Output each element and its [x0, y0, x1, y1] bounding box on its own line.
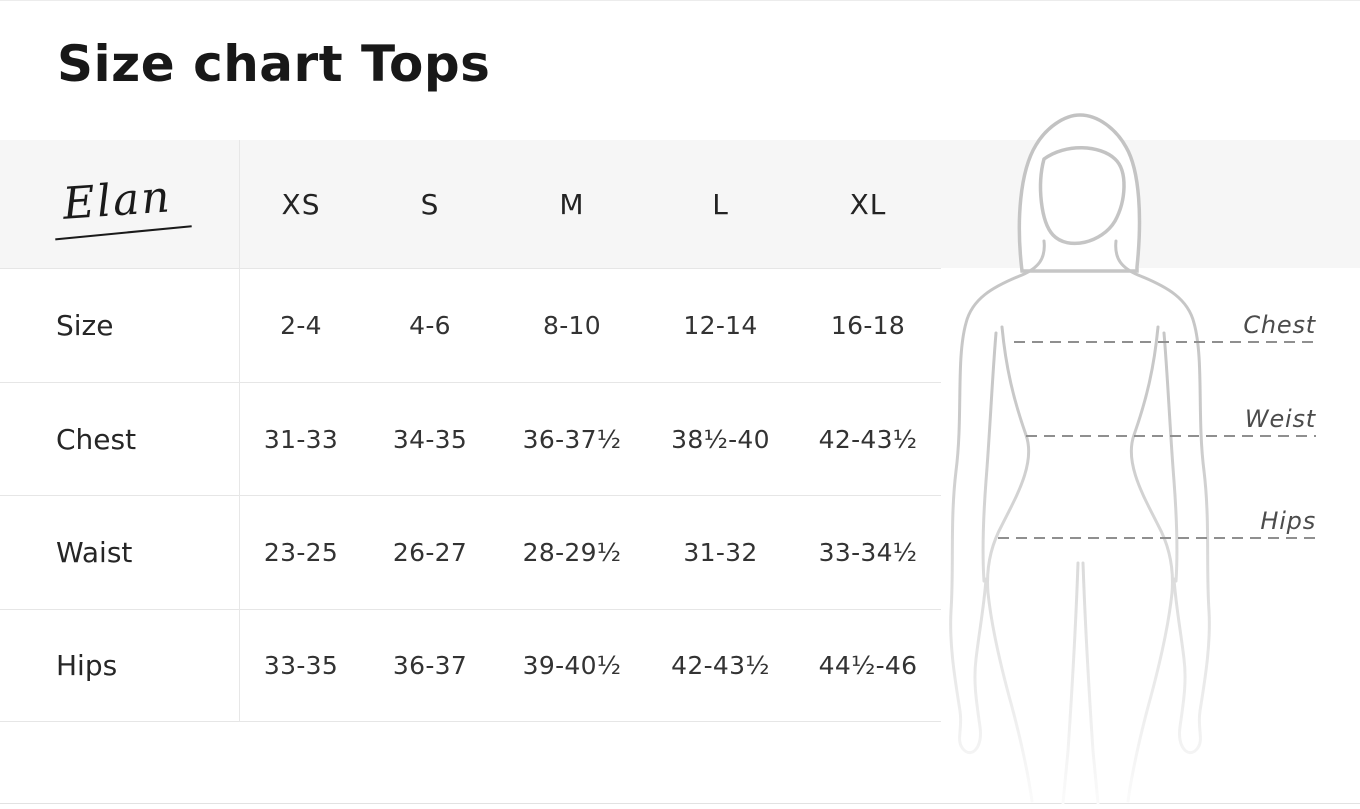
row-label-hips: Hips — [0, 609, 240, 722]
brand-logo-cell: Elan — [0, 140, 240, 268]
waist-xl: 33-34½ — [795, 495, 941, 609]
column-header-m: M — [559, 187, 585, 221]
size-table: Elan XS S M L XL Size 2-4 4-6 8-10 12-14… — [0, 140, 941, 722]
chest-xs: 31-33 — [240, 382, 362, 495]
hips-m: 39-40½ — [498, 609, 646, 722]
size-l: 12-14 — [646, 268, 795, 382]
brand-logo-text: Elan — [61, 170, 174, 230]
left-arm-outline — [949, 239, 1046, 755]
left-inner-leg-line — [1061, 561, 1080, 805]
row-label-waist: Waist — [0, 495, 240, 609]
right-arm-outline — [1114, 239, 1211, 755]
chest-m: 36-37½ — [498, 382, 646, 495]
hips-annotation-label: Hips — [1260, 507, 1316, 535]
chest-s: 34-35 — [362, 382, 498, 495]
size-m: 8-10 — [498, 268, 646, 382]
right-inner-arm-line — [1162, 331, 1179, 583]
torso-right-outline — [1126, 325, 1174, 803]
size-xs: 2-4 — [240, 268, 362, 382]
body-silhouette-svg: Chest Weist Hips — [949, 113, 1317, 805]
chest-annotation-label: Chest — [1243, 311, 1316, 339]
waist-s: 26-27 — [362, 495, 498, 609]
chest-l: 38½-40 — [646, 382, 795, 495]
hips-l: 42-43½ — [646, 609, 795, 722]
body-figure: Chest Weist Hips — [940, 101, 1360, 805]
chest-xl: 42-43½ — [795, 382, 941, 495]
waist-l: 31-32 — [646, 495, 795, 609]
left-inner-arm-line — [981, 331, 998, 583]
column-header-s: S — [420, 187, 440, 221]
waist-annotation-label: Weist — [1245, 405, 1317, 433]
row-label-chest: Chest — [0, 382, 240, 495]
row-label-size: Size — [0, 268, 240, 382]
waist-xs: 23-25 — [240, 495, 362, 609]
waist-m: 28-29½ — [498, 495, 646, 609]
column-header-xs: XS — [281, 187, 321, 221]
size-xl: 16-18 — [795, 268, 941, 382]
column-header-xl: XL — [849, 187, 887, 221]
torso-left-outline — [986, 325, 1034, 803]
right-inner-leg-line — [1081, 561, 1100, 805]
page-title: Size chart Tops — [57, 35, 491, 93]
column-header-l: L — [712, 187, 729, 221]
hips-xl: 44½-46 — [795, 609, 941, 722]
hips-xs: 33-35 — [240, 609, 362, 722]
brand-logo: Elan — [55, 170, 192, 240]
size-s: 4-6 — [362, 268, 498, 382]
face-outline — [1038, 146, 1126, 246]
hips-s: 36-37 — [362, 609, 498, 722]
